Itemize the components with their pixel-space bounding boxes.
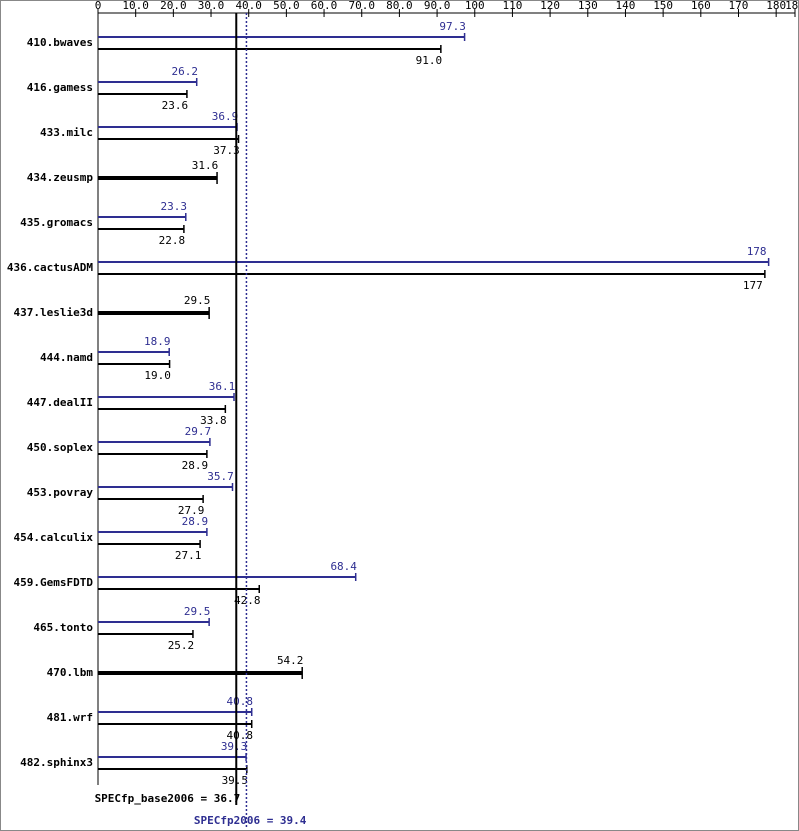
x-tick-label: 50.0 xyxy=(273,0,300,12)
category-label: 434.zeusmp xyxy=(27,171,94,184)
value-label: 18.9 xyxy=(144,335,171,348)
category-label: 482.sphinx3 xyxy=(20,756,93,769)
category-label: 470.lbm xyxy=(47,666,94,679)
reference-label: SPECfp_base2006 = 36.7 xyxy=(95,792,241,805)
category-label: 416.gamess xyxy=(27,81,93,94)
x-tick-label: 80.0 xyxy=(386,0,413,12)
category-label: 433.milc xyxy=(40,126,93,139)
value-label: 19.0 xyxy=(144,369,171,382)
value-label: 178 xyxy=(747,245,767,258)
x-tick-label: 150 xyxy=(653,0,673,12)
x-tick-label: 40.0 xyxy=(235,0,262,12)
value-label: 91.0 xyxy=(416,54,443,67)
x-tick-label: 20.0 xyxy=(160,0,187,12)
value-label: 36.1 xyxy=(209,380,236,393)
category-label: 444.namd xyxy=(40,351,93,364)
category-label: 450.soplex xyxy=(27,441,94,454)
value-label: 42.8 xyxy=(234,594,261,607)
x-tick-label: 160 xyxy=(691,0,711,12)
x-tick-label: 100 xyxy=(465,0,485,12)
x-tick-label: 140 xyxy=(616,0,636,12)
x-tick-label: 180 xyxy=(766,0,786,12)
category-label: 481.wrf xyxy=(47,711,93,724)
category-label: 447.dealII xyxy=(27,396,93,409)
x-tick-label: 10.0 xyxy=(122,0,149,12)
x-tick-label: 130 xyxy=(578,0,598,12)
value-label: 25.2 xyxy=(168,639,195,652)
x-tick-label: 110 xyxy=(502,0,522,12)
category-label: 435.gromacs xyxy=(20,216,93,229)
value-label: 27.1 xyxy=(175,549,202,562)
category-label: 436.cactusADM xyxy=(7,261,93,274)
value-label: 177 xyxy=(743,279,763,292)
value-label: 33.8 xyxy=(200,414,227,427)
value-label: 23.3 xyxy=(161,200,188,213)
value-label: 97.3 xyxy=(439,20,466,33)
x-tick-label: 60.0 xyxy=(311,0,338,12)
category-label: 453.povray xyxy=(27,486,94,499)
value-label: 40.8 xyxy=(226,695,253,708)
x-tick-label: 170 xyxy=(729,0,749,12)
value-label: 28.9 xyxy=(182,459,209,472)
category-label: 465.tonto xyxy=(33,621,93,634)
x-tick-label: 70.0 xyxy=(348,0,375,12)
category-label: 459.GemsFDTD xyxy=(14,576,94,589)
value-label: 39.5 xyxy=(222,774,249,787)
value-label: 31.6 xyxy=(192,159,219,172)
value-label: 26.2 xyxy=(171,65,198,78)
value-label: 23.6 xyxy=(162,99,189,112)
value-label: 35.7 xyxy=(207,470,234,483)
x-tick-label: 30.0 xyxy=(198,0,225,12)
category-label: 454.calculix xyxy=(14,531,94,544)
value-label: 27.9 xyxy=(178,504,205,517)
value-label: 36.9 xyxy=(212,110,239,123)
x-tick-label: 120 xyxy=(540,0,560,12)
value-label: 28.9 xyxy=(182,515,209,528)
value-label: 54.2 xyxy=(277,654,304,667)
category-label: 410.bwaves xyxy=(27,36,93,49)
value-label: 68.4 xyxy=(330,560,357,573)
value-label: 29.5 xyxy=(184,294,211,307)
reference-label: SPECfp2006 = 39.4 xyxy=(194,814,307,827)
value-label: 29.5 xyxy=(184,605,211,618)
x-tick-label: 185 xyxy=(785,0,799,12)
value-label: 37.3 xyxy=(213,144,240,157)
x-tick-label: 90.0 xyxy=(424,0,451,12)
category-label: 437.leslie3d xyxy=(14,306,93,319)
value-label: 22.8 xyxy=(159,234,186,247)
x-tick-label: 0 xyxy=(95,0,102,12)
value-label: 39.3 xyxy=(221,740,248,753)
value-label: 29.7 xyxy=(185,425,212,438)
